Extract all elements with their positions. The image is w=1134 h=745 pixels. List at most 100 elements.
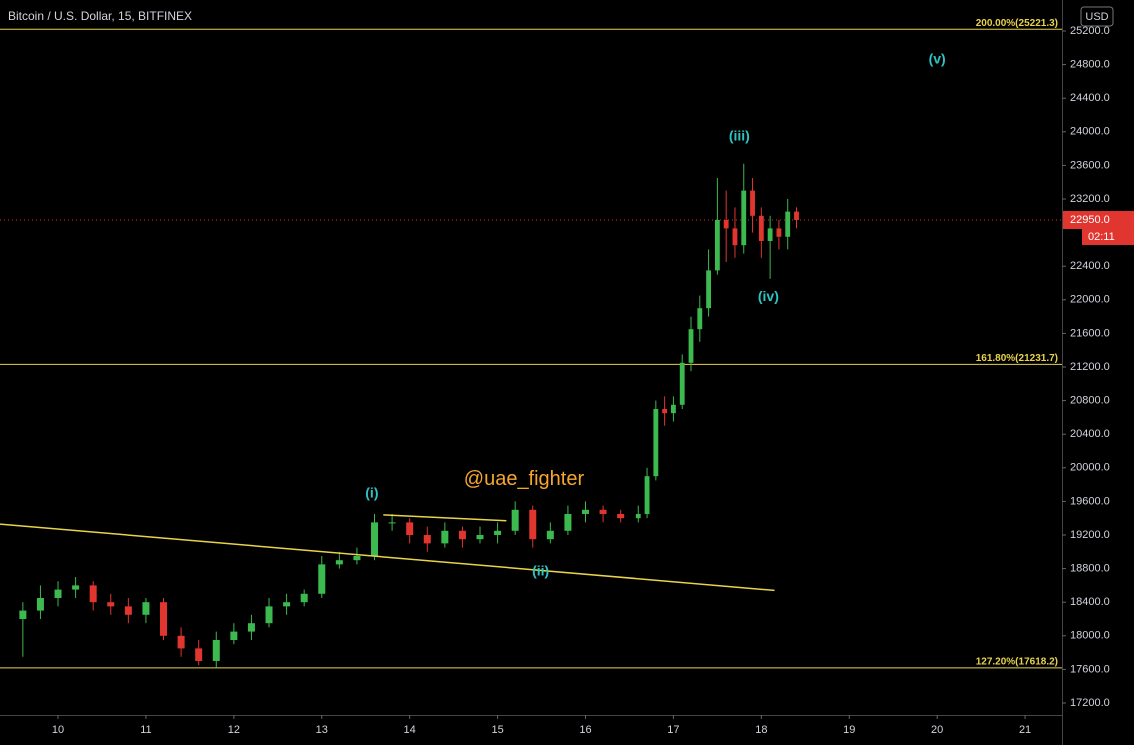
y-tick-label: 20400.0 bbox=[1070, 428, 1110, 440]
y-tick-label: 18000.0 bbox=[1070, 630, 1110, 642]
y-tick-label: 22000.0 bbox=[1070, 294, 1110, 306]
x-tick-label: 17 bbox=[667, 724, 679, 736]
y-tick-label: 23600.0 bbox=[1070, 159, 1110, 171]
candle-body bbox=[388, 522, 396, 524]
trend-line bbox=[0, 523, 775, 592]
fib-level-label: 161.80%(21231.7) bbox=[976, 353, 1058, 364]
last-price-label: 22950.0 bbox=[1070, 214, 1110, 226]
trend-line bbox=[383, 514, 507, 522]
candle-body bbox=[706, 270, 712, 309]
candle-body bbox=[679, 362, 685, 405]
candle-body bbox=[697, 308, 703, 330]
candle-body bbox=[124, 606, 132, 615]
candle-body bbox=[72, 585, 80, 590]
x-tick-label: 14 bbox=[404, 724, 416, 736]
annotation: @uae_fighter bbox=[464, 468, 585, 490]
y-tick-label: 24800.0 bbox=[1070, 59, 1110, 71]
candle-body bbox=[776, 228, 782, 237]
currency-label[interactable]: USD bbox=[1085, 11, 1108, 23]
candle-body bbox=[107, 602, 115, 607]
candle-body bbox=[785, 211, 791, 237]
candle-body bbox=[599, 509, 607, 514]
candle-body bbox=[300, 593, 308, 603]
candle-body bbox=[653, 408, 659, 477]
y-tick-label: 22400.0 bbox=[1070, 260, 1110, 272]
candle-body bbox=[353, 555, 361, 561]
countdown-box bbox=[1082, 228, 1134, 245]
candle-body bbox=[794, 211, 799, 220]
candle-body bbox=[212, 639, 220, 661]
y-tick-label: 19200.0 bbox=[1070, 529, 1110, 541]
fib-level-label: 127.20%(17618.2) bbox=[976, 657, 1058, 668]
candle-body bbox=[741, 190, 747, 246]
candle-body bbox=[458, 530, 466, 540]
y-tick-label: 18800.0 bbox=[1070, 562, 1110, 574]
y-tick-label: 17200.0 bbox=[1070, 697, 1110, 709]
candle-body bbox=[406, 522, 414, 535]
x-tick-label: 13 bbox=[316, 724, 328, 736]
candle-body bbox=[195, 648, 203, 661]
candle-body bbox=[283, 602, 291, 607]
x-tick-label: 19 bbox=[843, 724, 855, 736]
candle-body bbox=[494, 530, 502, 535]
x-tick-label: 20 bbox=[931, 724, 943, 736]
candle-body bbox=[546, 530, 554, 540]
countdown-label: 02:11 bbox=[1088, 231, 1115, 243]
candle-body bbox=[688, 329, 694, 363]
chart-title: Bitcoin / U.S. Dollar, 15, BITFINEX bbox=[8, 9, 192, 23]
candle-body bbox=[617, 513, 625, 519]
candle-body bbox=[635, 513, 641, 519]
x-tick-label: 12 bbox=[228, 724, 240, 736]
y-tick-label: 21600.0 bbox=[1070, 327, 1110, 339]
candle-body bbox=[160, 602, 168, 636]
x-tick-label: 21 bbox=[1019, 724, 1031, 736]
candle-body bbox=[671, 404, 676, 414]
candle-body bbox=[318, 564, 326, 594]
candle-body bbox=[36, 597, 44, 611]
candle-body bbox=[582, 509, 590, 514]
annotation: (iv) bbox=[758, 288, 779, 304]
candle-body bbox=[230, 631, 238, 640]
x-tick-label: 11 bbox=[140, 724, 151, 736]
y-tick-label: 20000.0 bbox=[1070, 462, 1110, 474]
candle-body bbox=[758, 215, 764, 241]
x-tick-label: 16 bbox=[579, 724, 591, 736]
candle-body bbox=[142, 602, 150, 615]
candle-body bbox=[723, 219, 729, 229]
y-tick-label: 19600.0 bbox=[1070, 495, 1110, 507]
candle-body bbox=[19, 610, 27, 619]
candle-body bbox=[750, 190, 755, 216]
annotation: (i) bbox=[365, 485, 378, 501]
y-tick-label: 21200.0 bbox=[1070, 361, 1110, 373]
y-tick-label: 24400.0 bbox=[1070, 92, 1110, 104]
candle-body bbox=[644, 476, 650, 514]
y-tick-label: 24000.0 bbox=[1070, 126, 1110, 138]
candle-body bbox=[476, 534, 484, 540]
candle-body bbox=[441, 530, 449, 544]
y-tick-label: 20800.0 bbox=[1070, 394, 1110, 406]
candle-body bbox=[423, 534, 431, 544]
candle-body bbox=[529, 509, 537, 540]
candle-body bbox=[564, 513, 572, 531]
candle-body bbox=[265, 606, 273, 624]
candle-body bbox=[767, 228, 773, 241]
y-tick-label: 17600.0 bbox=[1070, 663, 1110, 675]
candle-body bbox=[662, 408, 668, 414]
y-tick-label: 25200.0 bbox=[1070, 25, 1110, 37]
x-tick-label: 10 bbox=[52, 724, 64, 736]
annotation: (iii) bbox=[729, 128, 750, 144]
last-price-box bbox=[1063, 210, 1134, 229]
y-tick-label: 23200.0 bbox=[1070, 193, 1110, 205]
fib-level-label: 200.00%(25221.3) bbox=[976, 18, 1058, 29]
candle-body bbox=[511, 509, 519, 531]
annotation: (ii) bbox=[532, 563, 549, 579]
x-tick-label: 15 bbox=[491, 724, 503, 736]
currency-button[interactable] bbox=[1080, 6, 1114, 27]
candle-body bbox=[335, 560, 343, 565]
candle-body bbox=[177, 635, 185, 649]
candle-body bbox=[371, 522, 379, 556]
candle-body bbox=[714, 219, 720, 271]
